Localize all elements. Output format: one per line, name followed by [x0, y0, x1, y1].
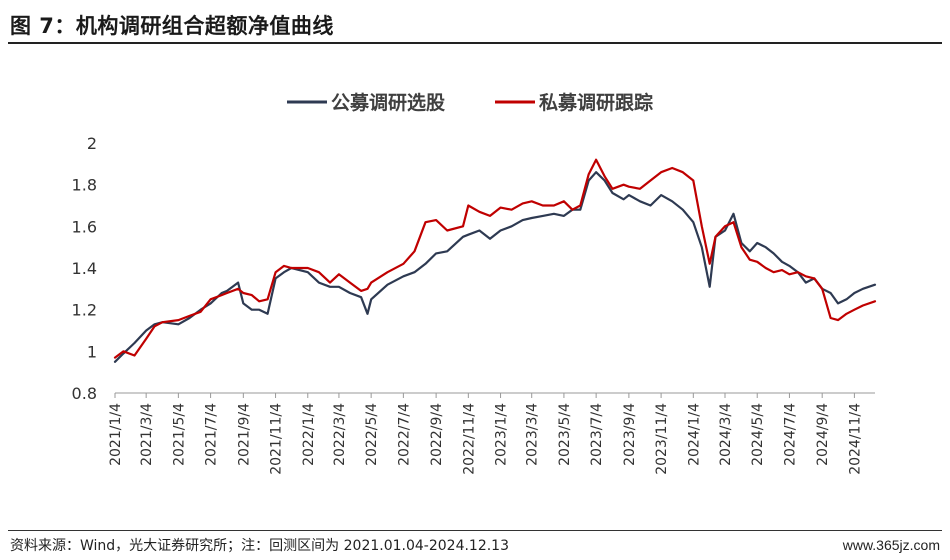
source-note: 资料来源：Wind，光大证券研究所；注：回测区间为 2021.01.04-202… [10, 538, 510, 554]
y-tick-label: 1 [87, 342, 97, 361]
legend-label-public: 公募调研选股 [331, 92, 445, 114]
x-tick-label: 2021/11/4 [269, 403, 285, 475]
series-line-public [113, 171, 877, 363]
watermark: www.365jz.com [842, 537, 940, 553]
x-axis: 2021/1/4 2021/3/4 2021/5/4 2021/7/4 2021/9/4… [108, 392, 875, 475]
x-tick-label: 2022/9/4 [429, 403, 445, 466]
x-tick-label: 2022/1/4 [301, 403, 317, 466]
title-divider [8, 42, 942, 44]
line-chart: 公募调研选股 私募调研跟踪 0.8 1 1.2 1.4 1.6 1.8 2 2021/1/4… [72, 91, 877, 475]
x-tick-label: 2021/9/4 [236, 403, 252, 466]
x-tick-label: 2023/11/4 [654, 403, 670, 475]
figure-title: 图 7：机构调研组合超额净值曲线 [10, 14, 334, 38]
series-group [113, 158, 877, 363]
series-line-private [113, 158, 877, 359]
x-tick-label: 2024/1/4 [686, 403, 702, 466]
x-tick-label: 2021/3/4 [139, 403, 155, 466]
legend-label-private: 私募调研跟踪 [539, 91, 653, 114]
y-tick-label: 1.6 [72, 217, 97, 236]
x-tick-label: 2021/5/4 [171, 403, 187, 466]
x-tick-label: 2024/9/4 [815, 403, 831, 466]
x-tick-label: 2022/11/4 [461, 403, 477, 475]
x-tick-label: 2023/9/4 [622, 403, 638, 466]
footer-divider [8, 530, 942, 531]
x-tick-label: 2021/1/4 [108, 403, 124, 466]
x-tick-label: 2023/7/4 [589, 403, 605, 466]
y-axis: 0.8 1 1.2 1.4 1.6 1.8 2 [72, 134, 97, 403]
x-tick-label: 2022/5/4 [364, 403, 380, 466]
x-tick-label: 2023/5/4 [557, 403, 573, 466]
y-tick-label: 1.4 [72, 259, 97, 278]
y-tick-label: 1.2 [72, 301, 97, 320]
y-tick-label: 2 [87, 134, 97, 153]
x-tick-label: 2022/3/4 [332, 403, 348, 466]
y-tick-label: 0.8 [72, 384, 97, 403]
x-tick-label: 2024/7/4 [782, 403, 798, 466]
x-tick-label: 2023/1/4 [494, 403, 510, 466]
x-tick-label: 2023/3/4 [525, 403, 541, 466]
x-tick-label: 2022/7/4 [396, 403, 412, 466]
y-tick-label: 1.8 [72, 176, 97, 195]
x-tick-label: 2024/11/4 [847, 403, 863, 475]
x-tick-label: 2024/5/4 [750, 403, 766, 466]
x-tick-label: 2024/3/4 [718, 403, 734, 466]
chart-legend: 公募调研选股 私募调研跟踪 [287, 91, 653, 114]
x-tick-label: 2021/7/4 [204, 403, 220, 466]
